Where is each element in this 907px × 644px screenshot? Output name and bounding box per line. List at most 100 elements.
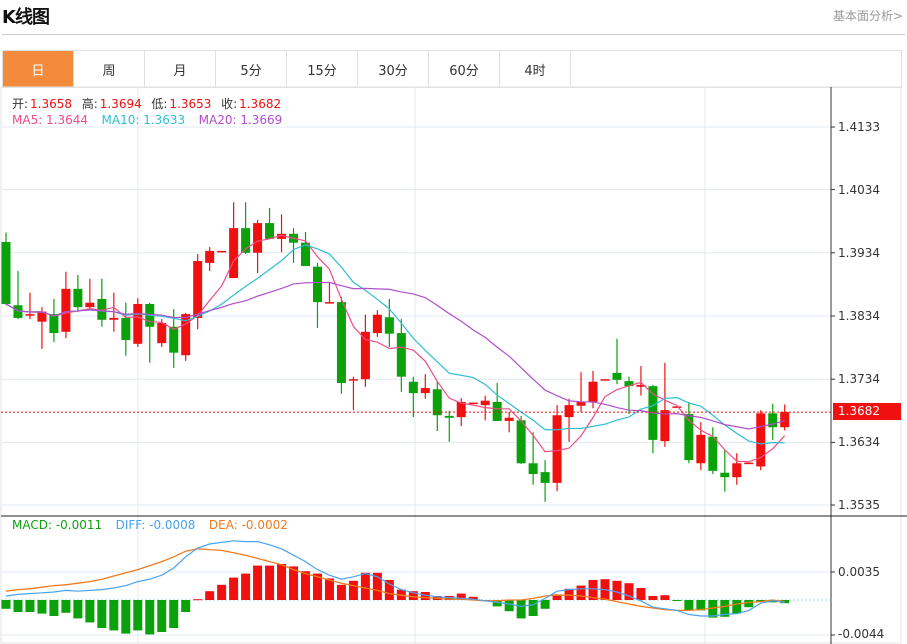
macd-bar: [408, 591, 418, 600]
close-value: 1.3682: [239, 97, 282, 111]
dea-value: DEA: -0.0002: [208, 518, 288, 532]
open-value: 1.3658: [30, 97, 73, 111]
diff-value: DIFF: -0.0008: [115, 518, 196, 532]
candle-body: [133, 303, 143, 344]
macd-bar: [229, 577, 239, 600]
macd-bar: [732, 600, 742, 614]
macd-bar: [109, 600, 119, 631]
tab-day[interactable]: 日: [3, 51, 74, 87]
candle-body: [768, 413, 778, 428]
ma5-value: MA5: 1.3644: [12, 113, 89, 127]
candle-body: [360, 331, 370, 380]
candle-body: [217, 250, 227, 253]
candle-body: [205, 250, 215, 263]
price-tick: 1.3634: [838, 435, 880, 449]
macd-bar: [624, 583, 634, 600]
macd-bar: [636, 588, 646, 600]
candle-body: [396, 333, 406, 377]
macd-tick: 0.0035: [838, 565, 880, 579]
tab-4hour[interactable]: 4时: [500, 51, 571, 87]
macd-bar: [576, 585, 586, 600]
low-value: 1.3653: [169, 97, 212, 111]
candle-body: [61, 288, 71, 332]
macd-bar: [133, 600, 143, 631]
dea-line: [5, 548, 785, 612]
candle-body: [660, 410, 670, 442]
candle-body: [336, 302, 346, 384]
macd-bar: [468, 596, 478, 600]
candle-body: [169, 326, 179, 353]
candle-body: [468, 402, 478, 405]
tab-60min[interactable]: 60分: [429, 51, 500, 87]
candle-body: [301, 242, 310, 267]
candle-body: [624, 381, 634, 387]
candle-body: [684, 413, 694, 461]
candle-body: [528, 463, 538, 475]
candle-body: [480, 400, 490, 406]
tab-5min[interactable]: 5分: [216, 51, 287, 87]
candle-body: [564, 405, 574, 418]
candle-body: [1, 242, 11, 304]
macd-bar: [169, 600, 179, 628]
macd-bar: [1, 600, 11, 609]
tab-30min[interactable]: 30分: [358, 51, 429, 87]
macd-bar: [540, 600, 550, 609]
macd-tick: -0.0044: [838, 627, 885, 641]
page-title: K线图: [2, 7, 50, 28]
macd-bar: [672, 600, 682, 601]
macd-bar: [420, 592, 430, 600]
candle-body: [324, 302, 334, 304]
candle-body: [576, 401, 586, 406]
macd-bar: [588, 580, 598, 600]
candle-body: [372, 314, 382, 334]
macd-bar: [37, 600, 47, 614]
candle-body: [193, 261, 203, 318]
macd-bar: [504, 600, 514, 612]
price-tick: 1.4034: [838, 183, 880, 197]
candle-body: [552, 415, 562, 483]
candle-body: [732, 463, 742, 478]
macd-bar: [456, 593, 466, 600]
macd-bar: [193, 599, 203, 601]
candle-body: [756, 413, 766, 467]
macd-bar: [360, 572, 370, 600]
candle-body: [588, 381, 598, 402]
macd-bar: [384, 580, 394, 600]
macd-bar: [301, 571, 310, 600]
macd-bar: [612, 580, 622, 600]
candle-body: [612, 372, 622, 380]
fundamental-analysis-link[interactable]: 基本面分析>: [832, 9, 903, 23]
candle-body: [348, 379, 358, 381]
ma20-value: MA20: 1.3669: [198, 113, 283, 127]
tab-week[interactable]: 周: [74, 51, 145, 87]
candle-body: [157, 322, 167, 344]
candle-body: [312, 266, 322, 303]
macd-bar: [265, 565, 275, 600]
current-price-tag: 1.3682: [833, 403, 901, 420]
macd-bar: [312, 573, 322, 600]
candle-body: [265, 223, 275, 239]
tab-month[interactable]: 月: [145, 51, 216, 87]
candle-body: [49, 314, 59, 334]
candle-body: [636, 384, 646, 387]
macd-bar: [552, 594, 562, 600]
candle-body: [600, 379, 610, 381]
macd-bar: [25, 600, 35, 612]
candle-body: [37, 311, 47, 322]
macd-bar: [277, 564, 287, 600]
candle-body: [720, 472, 730, 478]
price-tick: 1.3834: [838, 309, 880, 323]
chart-frame: [0, 86, 902, 644]
candle-body: [444, 415, 454, 418]
price-tick: 1.3934: [838, 246, 880, 260]
candle-body: [277, 233, 287, 239]
candle-body: [492, 401, 502, 421]
candle-body: [780, 412, 790, 428]
divider: [2, 34, 905, 35]
tab-15min[interactable]: 15分: [287, 51, 358, 87]
macd-bar: [181, 600, 191, 612]
macd-bar: [121, 600, 131, 634]
candle-body: [25, 314, 35, 316]
macd-bar: [145, 600, 155, 635]
